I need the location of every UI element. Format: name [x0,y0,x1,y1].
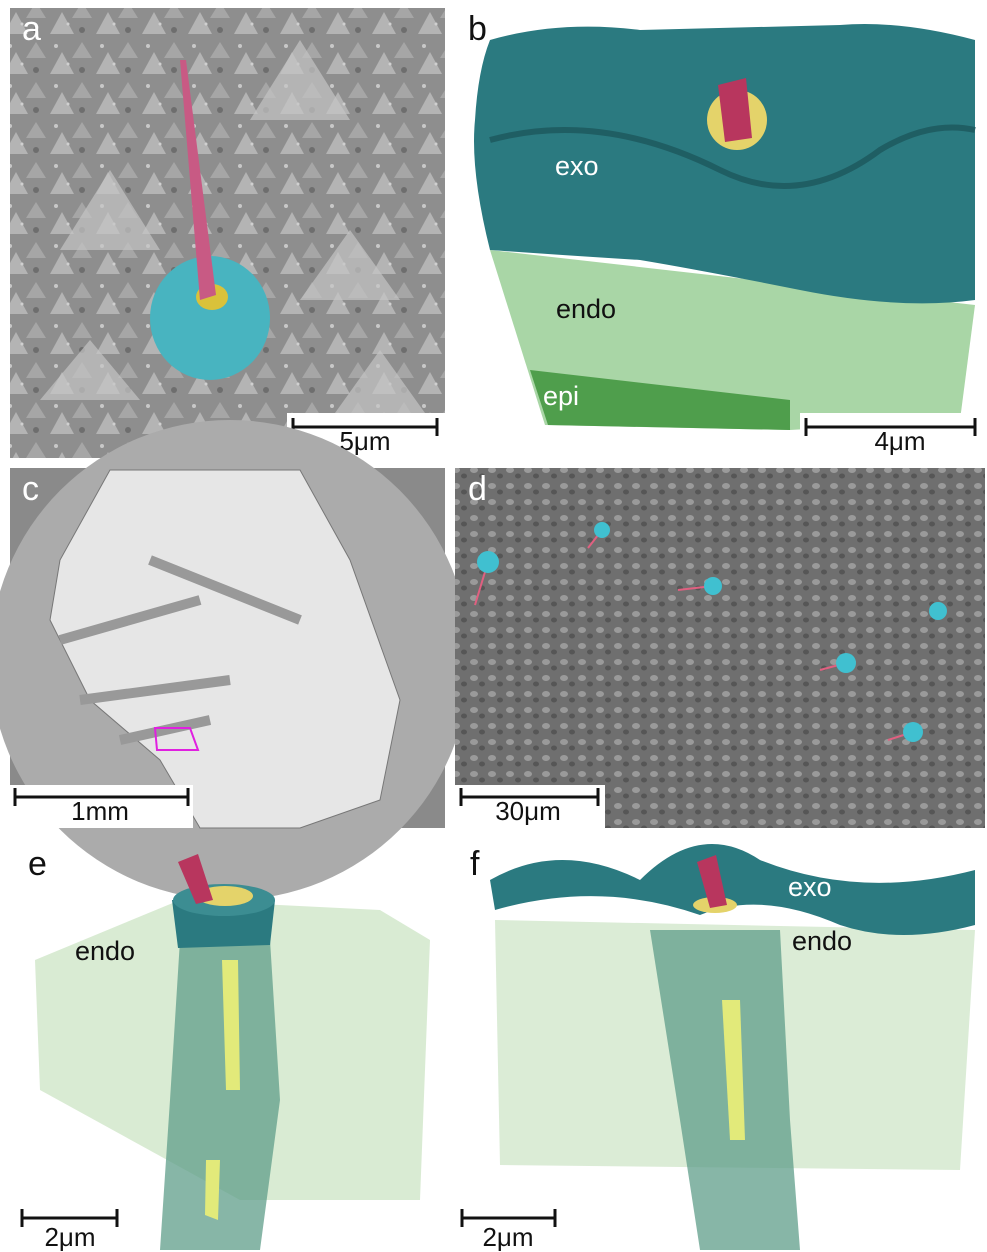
page: a 5μm b exo endo epi 4μm c 1mm [0,0,987,1252]
panel-letter: b [468,10,487,48]
canal [160,940,280,1250]
scale-label: 30μm [495,796,561,826]
panel-c: c 1mm [0,420,470,900]
figure: a 5μm b exo endo epi 4μm c 1mm [0,0,987,1252]
layer-label: exo [555,151,599,181]
panel-letter: e [28,845,47,883]
layer-label: endo [556,294,616,324]
panel-letter: a [22,10,41,48]
sem-image [455,468,985,828]
panel-a: a 5μm [10,8,445,458]
panel-letter: d [468,470,487,508]
scale-label: 2μm [482,1222,533,1252]
socket [594,522,610,538]
layer-label: epi [543,381,579,411]
layer-label: endo [75,936,135,966]
layer-label: exo [788,872,832,902]
panel-e: e endo 2μm [22,845,430,1252]
panel-d: d 30μm [455,468,985,828]
scale-label: 2μm [44,1222,95,1252]
socket [704,577,722,595]
panel-letter: c [22,470,39,508]
socket [477,551,499,573]
socket [903,722,923,742]
panel-letter: f [470,845,480,883]
socket [836,653,856,673]
scale-label: 4μm [874,426,925,456]
layer-label: endo [792,926,852,956]
panel-b: b exo endo epi 4μm [468,10,985,458]
socket [929,602,947,620]
panel-f: f exo endo 2μm [462,844,975,1252]
scale-label: 1mm [71,796,129,826]
exo-layer [490,844,975,935]
